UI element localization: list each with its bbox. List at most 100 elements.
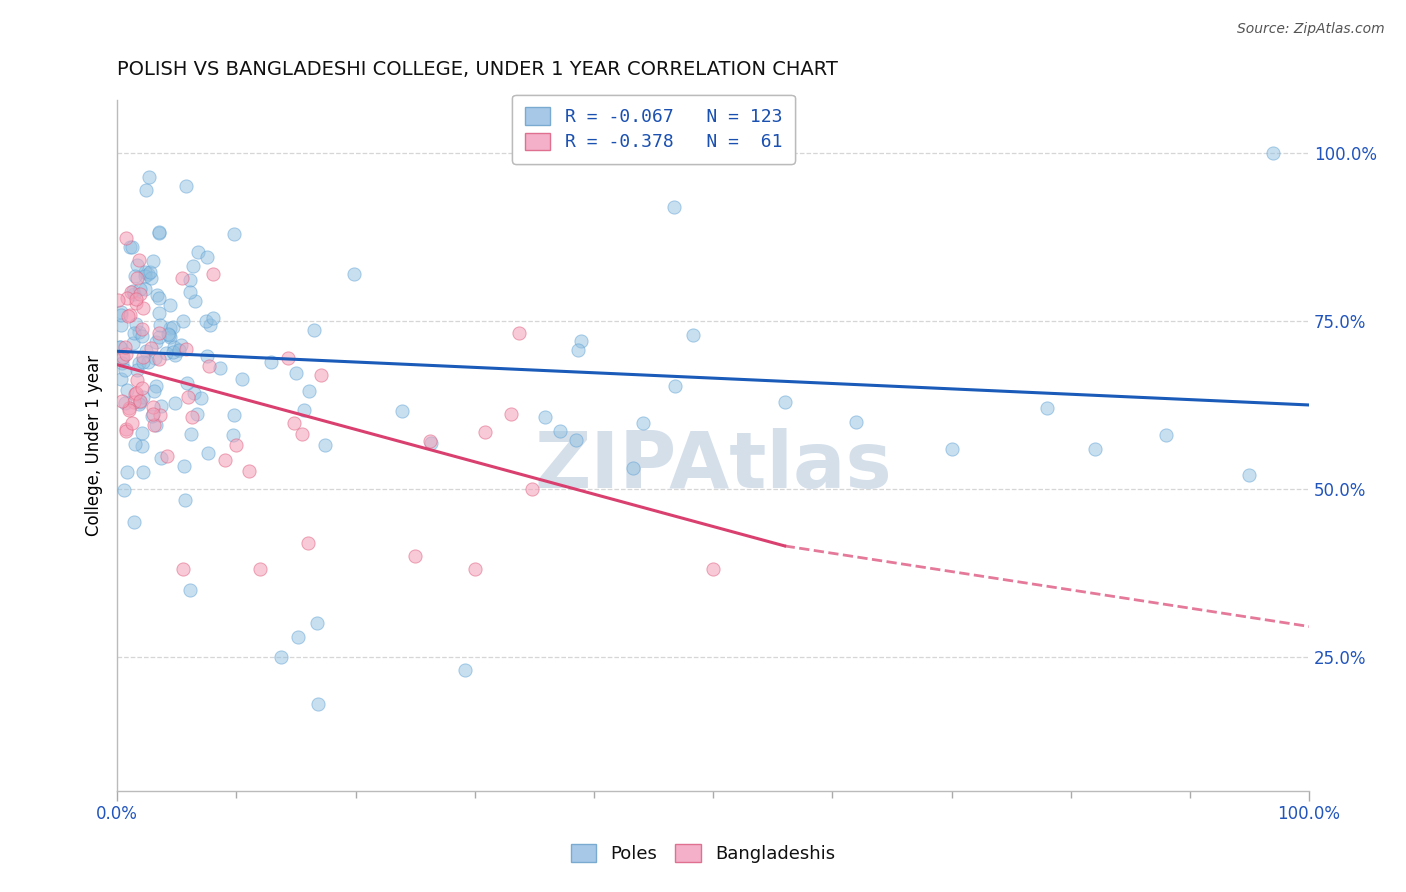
- Point: [534, 410, 557, 425]
- Point: [135, 344, 157, 359]
- Point: [174, 342, 197, 356]
- Point: [159, 297, 181, 311]
- Point: [173, 459, 195, 474]
- Point: [309, 368, 332, 383]
- Point: [453, 663, 475, 677]
- Point: [214, 452, 236, 467]
- Point: [139, 342, 162, 356]
- Point: [195, 350, 218, 364]
- Point: [114, 422, 136, 436]
- Point: [115, 291, 138, 305]
- Point: [128, 394, 150, 409]
- Point: [172, 562, 194, 576]
- Point: [343, 267, 366, 281]
- Point: [194, 314, 217, 328]
- Point: [145, 334, 167, 349]
- Point: [128, 286, 150, 301]
- Point: [631, 417, 654, 431]
- Point: [305, 616, 328, 631]
- Point: [142, 407, 165, 421]
- Point: [156, 449, 179, 463]
- Point: [124, 386, 146, 401]
- Point: [110, 305, 132, 319]
- Point: [127, 363, 149, 377]
- Point: [145, 379, 167, 393]
- Point: [131, 322, 153, 336]
- Point: [143, 417, 166, 432]
- Point: [125, 373, 148, 387]
- Point: [181, 259, 204, 273]
- Point: [195, 250, 218, 264]
- Point: [124, 292, 146, 306]
- Point: [149, 318, 172, 332]
- Point: [564, 433, 586, 447]
- Point: [419, 434, 441, 448]
- Point: [132, 465, 155, 479]
- Point: [298, 384, 321, 399]
- Point: [121, 284, 143, 298]
- Point: [845, 415, 868, 429]
- Point: [121, 416, 143, 430]
- Point: [124, 437, 146, 451]
- Point: [122, 516, 145, 530]
- Point: [117, 384, 139, 398]
- Point: [131, 426, 153, 441]
- Point: [115, 347, 138, 361]
- Point: [128, 397, 150, 411]
- Point: [174, 493, 197, 508]
- Point: [208, 361, 231, 376]
- Point: [682, 327, 704, 342]
- Point: [404, 549, 426, 563]
- Point: [567, 343, 589, 358]
- Point: [159, 330, 181, 344]
- Point: [302, 323, 325, 337]
- Point: [172, 271, 194, 285]
- Point: [202, 310, 225, 325]
- Point: [163, 348, 186, 362]
- Point: [138, 169, 160, 184]
- Point: [125, 296, 148, 310]
- Point: [225, 438, 247, 452]
- Point: [131, 439, 153, 453]
- Point: [132, 355, 155, 369]
- Point: [148, 326, 170, 340]
- Point: [177, 390, 200, 404]
- Point: [1036, 401, 1059, 416]
- Point: [150, 399, 173, 413]
- Point: [124, 385, 146, 400]
- Point: [179, 285, 201, 300]
- Point: [155, 346, 177, 360]
- Point: [297, 535, 319, 549]
- Point: [183, 386, 205, 401]
- Point: [270, 649, 292, 664]
- Point: [145, 418, 167, 433]
- Point: [122, 287, 145, 301]
- Point: [260, 354, 283, 368]
- Point: [111, 351, 134, 366]
- Point: [141, 409, 163, 424]
- Point: [224, 227, 246, 241]
- Point: [135, 183, 157, 197]
- Point: [307, 697, 329, 711]
- Point: [474, 425, 496, 439]
- Point: [190, 391, 212, 405]
- Point: [162, 319, 184, 334]
- Point: [149, 408, 172, 422]
- Point: [187, 244, 209, 259]
- Point: [139, 265, 162, 279]
- Point: [118, 403, 141, 417]
- Point: [184, 294, 207, 309]
- Point: [110, 340, 132, 354]
- Point: [508, 326, 530, 340]
- Point: [107, 293, 129, 307]
- Point: [128, 252, 150, 267]
- Point: [128, 282, 150, 296]
- Point: [139, 270, 162, 285]
- Legend: R = -0.067   N = 123, R = -0.378   N =  61: R = -0.067 N = 123, R = -0.378 N = 61: [512, 95, 794, 164]
- Point: [197, 446, 219, 460]
- Point: [132, 301, 155, 315]
- Point: [134, 265, 156, 279]
- Point: [231, 372, 253, 386]
- Point: [522, 482, 544, 496]
- Point: [111, 351, 134, 365]
